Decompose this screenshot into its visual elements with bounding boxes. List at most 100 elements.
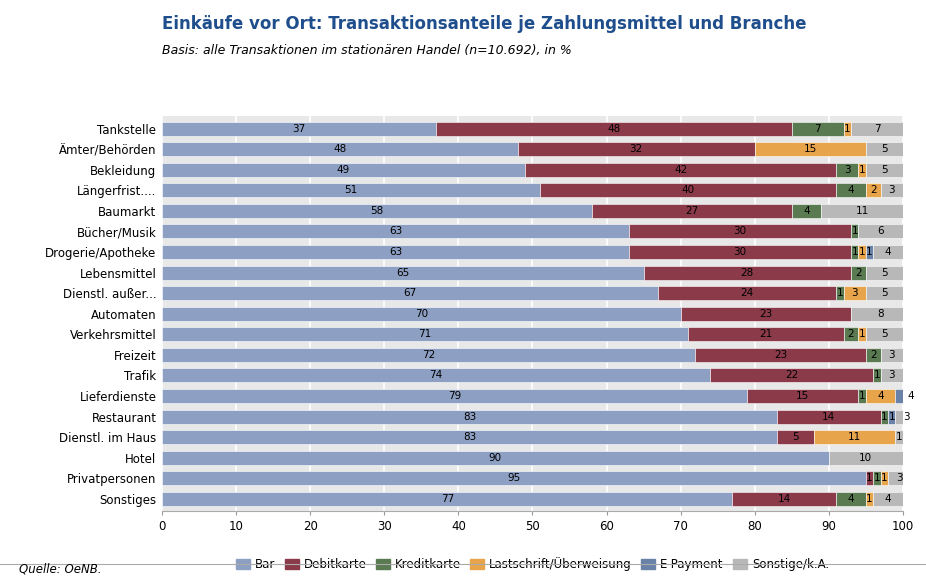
- Bar: [162, 430, 777, 444]
- Text: 40: 40: [682, 185, 694, 195]
- Text: 95: 95: [507, 474, 520, 483]
- Bar: [162, 163, 525, 177]
- Text: 77: 77: [441, 494, 454, 504]
- Text: 1: 1: [888, 411, 895, 422]
- Text: 1: 1: [844, 124, 851, 134]
- Text: 48: 48: [333, 144, 346, 154]
- Text: 8: 8: [877, 309, 884, 319]
- Bar: [747, 389, 858, 403]
- Text: 4: 4: [884, 247, 892, 257]
- Text: 83: 83: [463, 432, 476, 442]
- Bar: [732, 492, 836, 506]
- Text: 4: 4: [803, 206, 810, 216]
- Bar: [162, 368, 710, 382]
- Bar: [866, 142, 903, 156]
- Text: Quelle: OeNB.: Quelle: OeNB.: [19, 562, 101, 575]
- Text: 3: 3: [888, 371, 895, 381]
- Bar: [858, 327, 866, 341]
- Bar: [858, 224, 903, 238]
- Text: 42: 42: [674, 164, 687, 175]
- Bar: [866, 163, 903, 177]
- Text: 90: 90: [489, 453, 502, 463]
- Text: 71: 71: [419, 329, 432, 339]
- Text: 2: 2: [870, 350, 877, 360]
- Bar: [866, 492, 873, 506]
- Text: 6: 6: [877, 227, 884, 236]
- Text: 1: 1: [858, 164, 866, 175]
- Text: 32: 32: [630, 144, 643, 154]
- Bar: [858, 389, 866, 403]
- Bar: [888, 471, 910, 485]
- Bar: [844, 121, 851, 135]
- Bar: [592, 204, 792, 218]
- Bar: [436, 121, 792, 135]
- Text: 5: 5: [792, 432, 799, 442]
- Text: 3: 3: [895, 474, 903, 483]
- Bar: [629, 224, 851, 238]
- Bar: [829, 451, 903, 465]
- Text: 23: 23: [759, 309, 772, 319]
- Text: 1: 1: [873, 371, 881, 381]
- Text: 79: 79: [448, 391, 461, 401]
- Text: 24: 24: [741, 288, 754, 298]
- Bar: [821, 204, 903, 218]
- Bar: [681, 307, 851, 321]
- Text: 49: 49: [337, 164, 350, 175]
- Bar: [895, 410, 918, 424]
- Text: 15: 15: [796, 391, 809, 401]
- Bar: [873, 368, 881, 382]
- Text: 83: 83: [463, 411, 476, 422]
- Text: 22: 22: [785, 371, 798, 381]
- Text: 2: 2: [870, 185, 877, 195]
- Bar: [162, 389, 747, 403]
- Text: 1: 1: [881, 474, 888, 483]
- Bar: [873, 245, 903, 259]
- Text: 27: 27: [685, 206, 698, 216]
- Text: 15: 15: [804, 144, 817, 154]
- Bar: [851, 307, 910, 321]
- Text: 1: 1: [858, 247, 866, 257]
- Bar: [836, 492, 866, 506]
- Bar: [836, 183, 866, 198]
- Text: 30: 30: [733, 227, 746, 236]
- Text: 3: 3: [851, 288, 858, 298]
- Bar: [162, 451, 829, 465]
- Bar: [688, 327, 844, 341]
- Text: 3: 3: [888, 350, 895, 360]
- Bar: [162, 410, 777, 424]
- Bar: [858, 245, 866, 259]
- Text: 1: 1: [851, 227, 858, 236]
- Bar: [814, 430, 895, 444]
- Bar: [162, 327, 688, 341]
- Bar: [525, 163, 836, 177]
- Text: 1: 1: [866, 247, 873, 257]
- Bar: [866, 389, 895, 403]
- Text: 10: 10: [859, 453, 872, 463]
- Bar: [162, 307, 681, 321]
- Bar: [844, 286, 866, 300]
- Bar: [836, 163, 858, 177]
- Bar: [866, 286, 903, 300]
- Text: 3: 3: [844, 164, 851, 175]
- Text: 48: 48: [607, 124, 620, 134]
- Bar: [540, 183, 836, 198]
- Text: 1: 1: [881, 411, 888, 422]
- Bar: [836, 286, 844, 300]
- Bar: [881, 410, 888, 424]
- Text: 37: 37: [293, 124, 306, 134]
- Bar: [866, 471, 873, 485]
- Text: 4: 4: [877, 391, 884, 401]
- Bar: [162, 121, 436, 135]
- Bar: [881, 183, 903, 198]
- Text: 51: 51: [344, 185, 357, 195]
- Text: 1: 1: [851, 247, 858, 257]
- Text: 11: 11: [848, 432, 861, 442]
- Text: 5: 5: [881, 268, 888, 278]
- Legend: Bar, Debitkarte, Kreditkarte, Lastschrift/Überweisung, E-Payment, Sonstige/k.A.: Bar, Debitkarte, Kreditkarte, Lastschrif…: [232, 553, 833, 576]
- Text: 11: 11: [856, 206, 869, 216]
- Text: 65: 65: [396, 268, 409, 278]
- Bar: [858, 163, 866, 177]
- Bar: [881, 368, 903, 382]
- Text: 63: 63: [389, 227, 402, 236]
- Text: 14: 14: [778, 494, 791, 504]
